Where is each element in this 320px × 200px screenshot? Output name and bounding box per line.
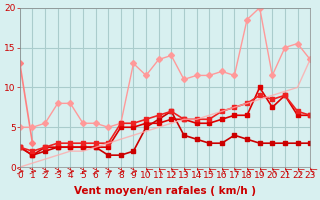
X-axis label: Vent moyen/en rafales ( km/h ): Vent moyen/en rafales ( km/h ): [74, 186, 256, 196]
